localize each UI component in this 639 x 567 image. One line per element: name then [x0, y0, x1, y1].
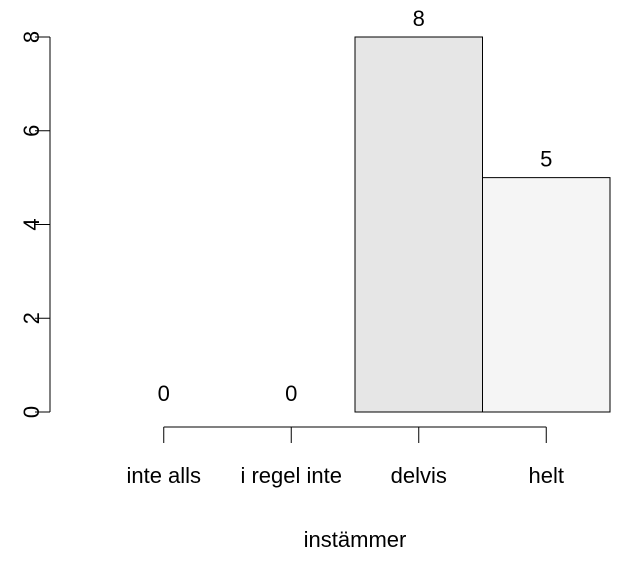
bar — [354, 36, 483, 413]
bar — [482, 177, 611, 413]
y-tick-label: 2 — [19, 312, 44, 324]
value-label: 0 — [285, 381, 297, 406]
y-tick-label: 8 — [19, 31, 44, 43]
x-tick-label: i regel inte — [240, 463, 342, 488]
y-tick-label: 4 — [19, 218, 44, 230]
y-tick-label: 6 — [19, 125, 44, 137]
y-tick-label: 0 — [19, 406, 44, 418]
x-tick-label: helt — [529, 463, 564, 488]
value-label: 0 — [158, 381, 170, 406]
x-tick-label: delvis — [391, 463, 447, 488]
value-label: 8 — [413, 6, 425, 31]
x-axis-label: instämmer — [304, 527, 407, 552]
x-tick-label: inte alls — [126, 463, 201, 488]
value-label: 5 — [540, 146, 552, 171]
